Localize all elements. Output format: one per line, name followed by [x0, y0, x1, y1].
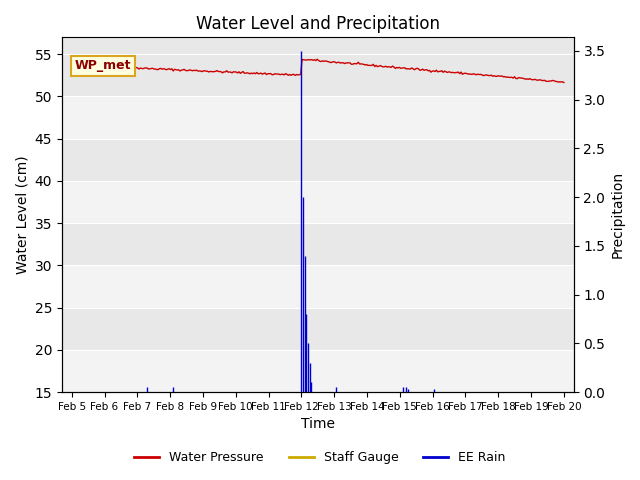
- Y-axis label: Precipitation: Precipitation: [611, 171, 625, 258]
- Title: Water Level and Precipitation: Water Level and Precipitation: [196, 15, 440, 33]
- Bar: [62, 181, 573, 223]
- Bar: [62, 265, 573, 308]
- Legend: Water Pressure, Staff Gauge, EE Rain: Water Pressure, Staff Gauge, EE Rain: [129, 446, 511, 469]
- Y-axis label: Water Level (cm): Water Level (cm): [15, 156, 29, 274]
- X-axis label: Time: Time: [301, 418, 335, 432]
- Bar: [62, 350, 573, 392]
- Bar: [62, 96, 573, 139]
- Text: WP_met: WP_met: [75, 59, 131, 72]
